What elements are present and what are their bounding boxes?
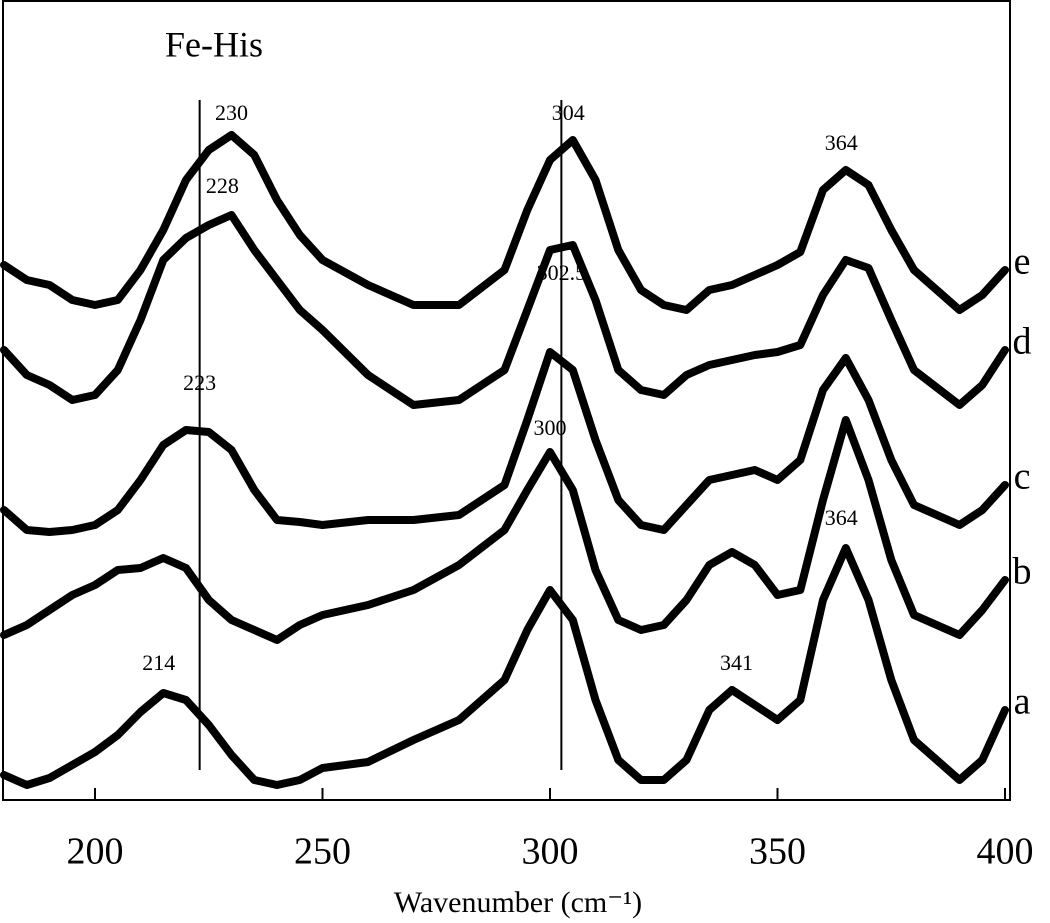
spectrum-line	[0, 544, 1009, 789]
spectrum-line	[0, 211, 1009, 409]
peak-label: 230	[215, 100, 248, 125]
peak-label: 223	[183, 370, 216, 395]
series-label: b	[1013, 551, 1032, 593]
x-tick-label: 200	[67, 831, 124, 873]
x-tick-label: 300	[522, 831, 579, 873]
chart-title: Fe-His	[165, 24, 263, 64]
x-tick-label: 250	[294, 831, 351, 873]
peak-label: 300	[534, 415, 567, 440]
peak-label: 228	[206, 173, 239, 198]
peak-label: 364	[825, 505, 858, 530]
series-label: c	[1014, 456, 1031, 498]
x-tick-label: 400	[977, 831, 1034, 873]
series-label: e	[1014, 241, 1031, 283]
peak-label: 341	[720, 650, 753, 675]
peak-label: 364	[825, 130, 858, 155]
peak-label: 214	[142, 650, 175, 675]
x-tick-label: 350	[749, 831, 806, 873]
spectrum-line	[0, 416, 1009, 644]
spectrum-line	[0, 348, 1009, 536]
series-label: a	[1014, 681, 1031, 723]
x-axis-label: Wavenumber (cm⁻¹)	[394, 886, 642, 919]
series-label: d	[1013, 321, 1032, 363]
plot-frame	[2, 0, 1011, 801]
spectrum-line	[0, 131, 1009, 314]
peak-label: 304	[552, 100, 585, 125]
peak-label: 302.5	[537, 260, 587, 285]
